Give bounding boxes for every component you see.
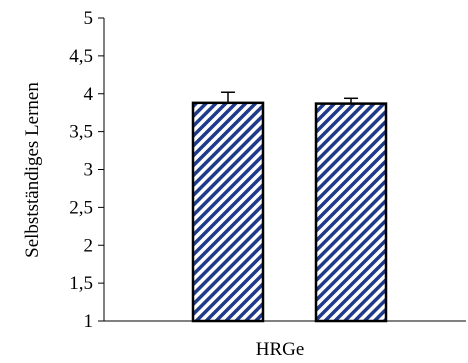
bar-1 bbox=[191, 101, 265, 323]
y-tick-label: 1 bbox=[84, 311, 94, 332]
y-tick-label: 5 bbox=[84, 8, 94, 29]
y-axis-title: Selbstständiges Lernen bbox=[22, 82, 43, 258]
y-tick-label: 4 bbox=[84, 84, 94, 105]
bars bbox=[191, 91, 388, 323]
y-tick-label: 2 bbox=[84, 235, 94, 256]
y-tick-label: 3 bbox=[84, 160, 94, 181]
y-tick-label: 1,5 bbox=[69, 273, 93, 294]
bar-2 bbox=[314, 102, 388, 323]
y-axis-ticks: 1 1,5 2 2,5 3 3,5 4 4,5 5 bbox=[69, 8, 104, 332]
y-tick-label: 2,5 bbox=[69, 197, 93, 218]
y-tick-label: 3,5 bbox=[69, 122, 93, 143]
y-tick-label: 4,5 bbox=[69, 46, 93, 67]
y-axis-title-group: Selbstständiges Lernen bbox=[22, 82, 43, 258]
x-axis-title: HRGe bbox=[256, 339, 305, 360]
